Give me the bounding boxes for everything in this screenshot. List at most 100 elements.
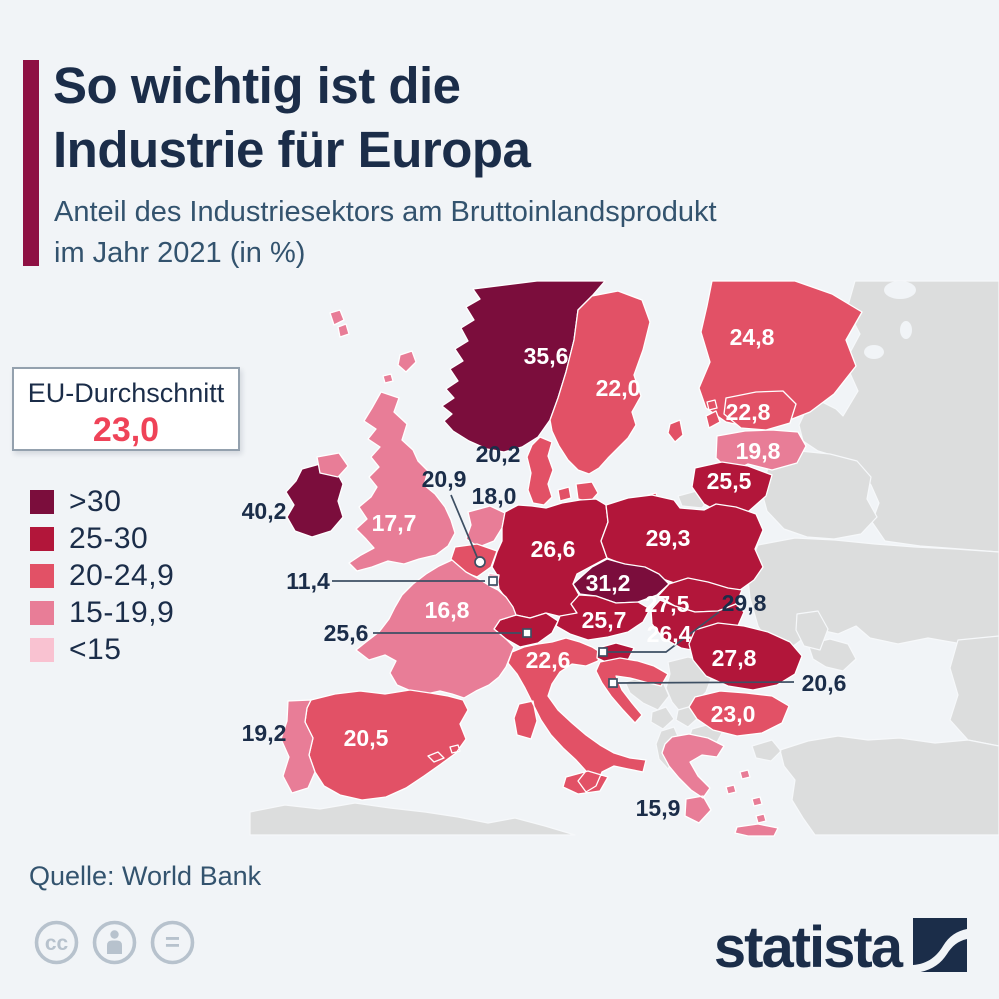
connector-slovenia <box>607 611 720 653</box>
legend-label: >30 <box>69 485 122 518</box>
marker-switzerland <box>522 628 532 638</box>
marker-luxembourg <box>488 576 498 586</box>
cc-icon[interactable]: cc <box>33 919 80 966</box>
legend-item: 25-30 <box>30 522 174 555</box>
lake-onega <box>900 321 912 339</box>
no-data-countries <box>249 280 999 836</box>
lake-ladoga <box>864 345 884 359</box>
legend-item: 20-24,9 <box>30 559 174 592</box>
value-label-luxembourg: 11,4 <box>286 568 330 594</box>
country-italy <box>507 637 647 795</box>
legend: >30 25-30 20-24,9 15-19,9 <15 <box>30 485 174 675</box>
value-label-finland: 24,8 <box>730 324 775 350</box>
legend-item: >30 <box>30 485 174 518</box>
white-sea <box>884 281 916 299</box>
connectors <box>332 494 795 688</box>
statista-logo-mark <box>913 918 967 972</box>
country-netherlands <box>465 505 506 548</box>
value-label-portugal: 19,2 <box>242 720 287 746</box>
title-line-2: Industrie für Europa <box>53 121 531 178</box>
value-label-hungary: 26,4 <box>647 621 692 647</box>
legend-label: 20-24,9 <box>69 559 175 592</box>
country-austria <box>555 594 651 641</box>
value-labels: 35,6 22,0 24,8 22,8 19,8 25,5 20,2 40,2 … <box>242 324 847 821</box>
legend-swatch <box>30 490 54 514</box>
eu-average-box: EU-Durchschnitt 23,0 <box>12 367 240 451</box>
country-estonia <box>705 390 797 431</box>
value-label-france: 16,8 <box>425 597 470 623</box>
legend-item: 15-19,9 <box>30 596 174 629</box>
legend-label: 25-30 <box>69 522 149 555</box>
value-label-slovenia: 29,8 <box>722 590 767 616</box>
value-label-latvia: 19,8 <box>736 438 781 464</box>
marker-belgium <box>474 556 486 568</box>
value-label-norway: 35,6 <box>524 343 569 369</box>
title-line-1: So wichtig ist die <box>53 57 461 114</box>
coast-north-africa <box>249 802 576 836</box>
value-label-ireland: 40,2 <box>242 498 287 524</box>
country-lithuania <box>691 461 773 516</box>
cc-license-icons[interactable]: cc = <box>33 919 196 966</box>
country-bulgaria <box>688 690 790 737</box>
marker-slovenia <box>598 647 608 657</box>
cc-nd-equals-icon[interactable]: = <box>149 919 196 966</box>
statista-wordmark: statista <box>713 915 903 981</box>
country-greece <box>661 733 779 837</box>
country-montenegro <box>650 706 675 730</box>
subtitle-line-1: Anteil des Industriesektors am Bruttoinl… <box>54 196 717 228</box>
country-moldova <box>795 610 829 651</box>
value-label-poland: 29,3 <box>646 525 691 551</box>
eu-average-value: 23,0 <box>92 411 160 449</box>
country-portugal <box>280 699 316 794</box>
value-label-belgium: 20,9 <box>422 466 467 492</box>
subtitle-line-2: im Jahr 2021 (in %) <box>54 237 306 269</box>
country-caucasus <box>949 635 999 747</box>
country-russia <box>798 280 999 553</box>
value-label-lithuania: 25,5 <box>707 468 752 494</box>
value-label-netherlands: 18,0 <box>472 483 517 509</box>
value-label-romania: 27,8 <box>712 645 757 671</box>
country-united-kingdom <box>316 309 456 572</box>
value-label-slovakia: 27,5 <box>645 591 690 617</box>
value-label-spain: 20,5 <box>344 725 389 751</box>
svg-text:cc: cc <box>45 932 69 955</box>
value-label-switzerland: 25,6 <box>324 620 369 646</box>
title-accent-bar <box>23 60 39 266</box>
page-title: So wichtig ist die Industrie für Europa <box>53 54 531 182</box>
value-label-sweden: 22,0 <box>596 375 641 401</box>
country-denmark <box>526 436 659 506</box>
source-note: Quelle: World Bank <box>29 861 262 891</box>
value-label-croatia: 20,6 <box>802 670 847 696</box>
value-label-bulgaria: 23,0 <box>711 701 756 727</box>
legend-swatch <box>30 564 54 588</box>
value-label-italy: 22,6 <box>526 647 571 673</box>
country-ukraine <box>746 537 999 672</box>
eu-average-label: EU-Durchschnitt <box>27 378 225 408</box>
legend-swatch <box>30 638 54 662</box>
statista-logo[interactable]: statista <box>713 915 967 981</box>
connector-croatia <box>617 681 795 684</box>
value-label-austria: 25,7 <box>582 607 627 633</box>
legend-item: <15 <box>30 633 174 666</box>
page-subtitle: Anteil des Industriesektors am Bruttoinl… <box>54 192 717 274</box>
connector-belgium <box>450 494 478 558</box>
cc-by-person-icon[interactable] <box>91 919 138 966</box>
value-label-germany: 26,6 <box>531 536 576 562</box>
marker-croatia <box>608 678 618 688</box>
value-label-czechia: 31,2 <box>586 570 631 596</box>
value-label-united-kingdom: 17,7 <box>372 510 417 536</box>
legend-swatch <box>30 527 54 551</box>
country-turkey <box>751 735 999 836</box>
legend-label: <15 <box>69 633 122 666</box>
country-romania <box>688 622 803 691</box>
legend-label: 15-19,9 <box>69 596 175 629</box>
data-countries <box>280 280 863 837</box>
country-sweden <box>549 290 684 475</box>
value-label-denmark: 20,2 <box>476 441 521 467</box>
value-label-estonia: 22,8 <box>726 399 771 425</box>
legend-swatch <box>30 601 54 625</box>
svg-text:=: = <box>165 927 180 957</box>
value-label-greece: 15,9 <box>636 795 681 821</box>
